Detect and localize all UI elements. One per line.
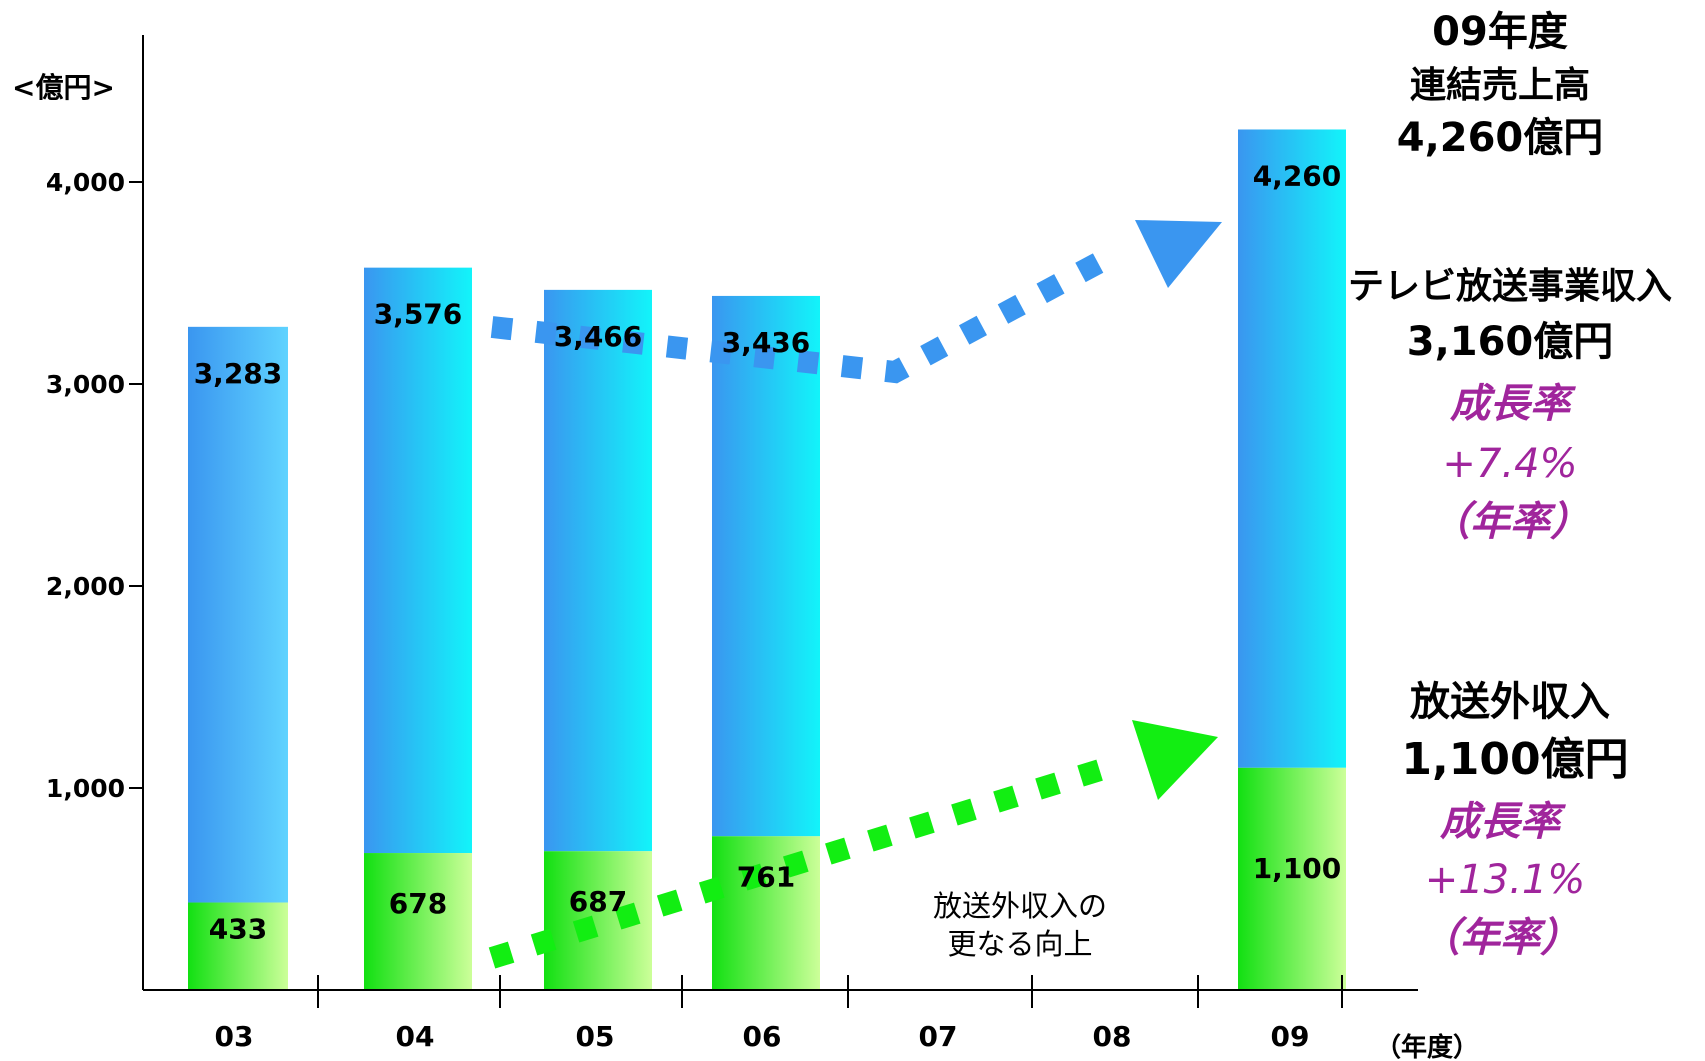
note-line-1: 放送外収入の [932,889,1107,923]
tv-trend-arrowhead [1135,220,1222,288]
bar-tv-03 [188,326,288,903]
x-tick-label: 07 [919,1020,958,1053]
trend-arrows [488,220,1222,969]
total-value: 4,260億円 [1396,115,1604,161]
data-label-tv: 3,436 [722,326,811,359]
tv-growth-note: （年率） [1430,499,1590,545]
data-label-tv: 3,283 [194,357,283,390]
labels-layer: 1,000 2,000 3,000 4,000 <億円> （年度） 03 04 05 06 07 08… [12,71,1479,1061]
x-tick-label: 03 [215,1020,254,1053]
non-broadcast-growth-value: +13.1% [1424,857,1586,903]
data-label-non-broadcast: 678 [389,887,447,920]
tv-value: 3,160億円 [1406,319,1614,365]
y-tick-label: 2,000 [46,572,125,601]
x-tick-label: 05 [576,1020,615,1053]
bars-layer [188,129,1346,990]
bar-non-broadcast-04 [364,853,472,990]
bar-non-broadcast-03 [188,902,288,990]
x-tick-label: 08 [1093,1020,1132,1053]
data-label-tv: 3,576 [374,298,463,331]
axes-layer [129,35,1418,1008]
x-tick-label: 09 [1271,1020,1310,1053]
tv-trend-arrow-line [490,252,1106,384]
data-label-tv: 4,260 [1253,159,1342,192]
non-broadcast-value: 1,100億円 [1401,734,1629,785]
tv-growth-label: 成長率 [1450,381,1570,427]
tv-title: テレビ放送事業収入 [1347,266,1672,307]
tv-growth-value: +7.4% [1442,441,1578,487]
y-tick-label: 4,000 [46,168,125,197]
data-label-non-broadcast: 1,100 [1253,852,1342,885]
non-broadcast-growth-label: 成長率 [1440,799,1560,845]
non-broadcast-growth-note: （年率） [1420,915,1580,961]
non-broadcast-title: 放送外収入 [1410,679,1610,725]
x-tick-label: 06 [743,1020,782,1053]
data-label-non-broadcast: 761 [737,860,795,893]
bar-tv-05 [544,289,652,852]
y-tick-label: 3,000 [46,370,125,399]
non-broadcast-trend-arrowhead [1132,720,1218,800]
total-title: 09年度 [1432,9,1568,55]
y-unit-label: <億円> [12,71,115,104]
x-tick-label: 04 [396,1020,435,1053]
total-subtitle: 連結売上高 [1409,65,1590,106]
bar-non-broadcast-09 [1238,767,1346,990]
data-label-non-broadcast: 433 [209,913,267,946]
note-line-2: 更なる向上 [947,927,1093,961]
non-broadcast-trend-arrow-line [488,759,1104,969]
bar-tv-09 [1238,129,1346,768]
x-unit-label: （年度） [1375,1032,1479,1061]
bar-tv-04 [364,267,472,854]
y-tick-label: 1,000 [46,774,125,803]
data-label-tv: 3,466 [554,320,643,353]
bar-tv-06 [712,295,820,837]
data-label-non-broadcast: 687 [569,885,627,918]
